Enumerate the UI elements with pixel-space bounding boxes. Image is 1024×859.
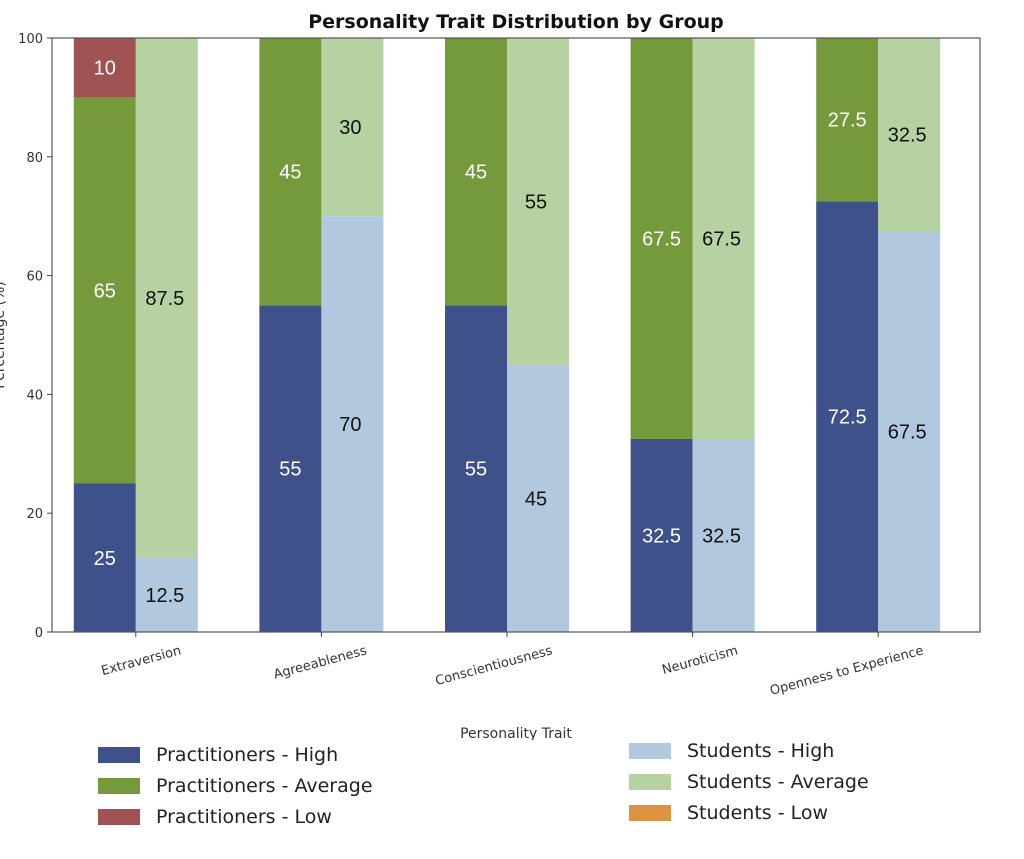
data-label-students-average-agreeableness: 30 [339,117,361,139]
data-label-students-high-conscientiousness: 45 [525,488,547,510]
bar-practitioners-high-extraversion [73,483,136,632]
data-label-students-average-extraversion: 87.5 [145,288,184,310]
bar-students-average-agreeableness [321,38,384,217]
legend-item-practitioners-high: Practitioners - High [98,742,373,767]
bar-students-average-extraversion [135,38,198,558]
bar-students-high-extraversion [135,557,198,632]
legend-label: Practitioners - High [156,743,339,766]
legend-item-practitioners-average: Practitioners - Average [98,773,373,798]
bar-practitioners-high-conscientiousness [445,305,507,632]
data-label-students-average-neuroticism: 67.5 [702,228,741,250]
data-label-practitioners-high-agreeableness: 55 [279,459,301,481]
bar-practitioners-average-conscientiousness [445,38,507,306]
data-label-practitioners-low-extraversion: 10 [94,58,116,80]
plot-area-frame [51,37,981,633]
y-tick-label-80: 80 [26,151,43,166]
data-label-students-high-openness-to-experience: 67.5 [888,422,927,444]
legend-right: Students - High Students - Average Stude… [629,738,869,825]
bar-students-high-openness-to-experience [878,231,941,633]
x-axis: Extraversion Agreeableness Conscientiousne… [100,632,925,699]
legend-item-students-average: Students - Average [629,769,869,794]
legend-label: Students - Average [687,770,869,793]
x-tick-label-agreeableness: Agreeableness [272,643,369,682]
data-label-students-high-extraversion: 12.5 [145,585,184,607]
x-axis-label: Personality Trait [460,726,572,740]
bar-students-average-neuroticism [692,38,755,439]
legend-swatch [629,742,671,759]
bar-practitioners-average-extraversion [73,97,136,484]
bar-practitioners-low-extraversion [73,38,136,98]
legend-label: Practitioners - Low [156,805,332,828]
y-tick-label-100: 100 [18,32,43,47]
data-label-practitioners-average-conscientiousness: 45 [465,162,487,184]
data-label-practitioners-high-openness-to-experience: 72.5 [828,407,867,429]
y-tick-label-40: 40 [26,388,43,403]
legend-item-practitioners-low: Practitioners - Low [98,804,373,829]
bar-practitioners-high-agreeableness [259,305,322,632]
legend-left: Practitioners - High Practitioners - Ave… [98,742,373,829]
bar-practitioners-average-neuroticism [630,38,693,439]
data-label-practitioners-average-openness-to-experience: 27.5 [828,110,867,132]
bar-practitioners-average-openness-to-experience [816,38,879,202]
bar-students-high-agreeableness [321,216,384,632]
data-label-students-high-neuroticism: 32.5 [702,525,741,547]
data-label-practitioners-high-neuroticism: 32.5 [642,525,681,547]
bar-students-high-conscientiousness [507,364,569,632]
legend-swatch [629,804,671,821]
data-label-students-average-conscientiousness: 55 [525,191,547,213]
y-axis-label: Percentage (%) [0,281,8,388]
x-tick-label-openness-to-experience: Openness to Experience [768,643,925,698]
data-label-practitioners-high-conscientiousness: 55 [465,459,487,481]
chart-title: Personality Trait Distribution by Group [308,11,724,33]
legend-label: Students - High [687,739,835,762]
legend-label: Practitioners - Average [156,774,373,797]
data-label-students-average-openness-to-experience: 32.5 [888,125,927,147]
bar-practitioners-high-neuroticism [630,438,693,632]
bar-students-average-conscientiousness [507,38,569,365]
y-tick-label-0: 0 [35,626,43,641]
y-axis: 0 20 40 60 80 100 [18,32,52,641]
data-label-practitioners-average-neuroticism: 67.5 [642,228,681,250]
data-labels-layer: 25 65 10 12.5 87.5 55 45 70 30 55 45 45 55 32.5 67.5 32… [94,58,927,607]
bar-practitioners-high-openness-to-experience [816,201,879,632]
bar-students-average-openness-to-experience [878,38,941,232]
legend-label: Students - Low [687,801,829,824]
data-label-practitioners-average-agreeableness: 45 [279,162,301,184]
data-label-practitioners-average-extraversion: 65 [94,280,116,302]
bar-practitioners-average-agreeableness [259,38,322,306]
y-tick-label-60: 60 [26,270,43,285]
data-label-students-high-agreeableness: 70 [339,414,361,436]
stacked-bar-chart: Personality Trait Distribution by Group … [0,11,981,740]
y-tick-label-20: 20 [26,507,43,522]
x-tick-label-conscientiousness: Conscientiousness [434,643,554,689]
data-label-practitioners-high-extraversion: 25 [94,548,116,570]
bar-students-high-neuroticism [692,438,755,632]
legend-swatch [98,777,140,794]
legend-item-students-high: Students - High [629,738,869,763]
legend-item-students-low: Students - Low [629,800,869,825]
x-tick-label-neuroticism: Neuroticism [661,643,740,678]
legend-swatch [629,773,671,790]
legend-swatch [98,746,140,763]
bars-layer [73,38,941,633]
legend-swatch [98,808,140,825]
x-tick-label-extraversion: Extraversion [100,643,183,679]
